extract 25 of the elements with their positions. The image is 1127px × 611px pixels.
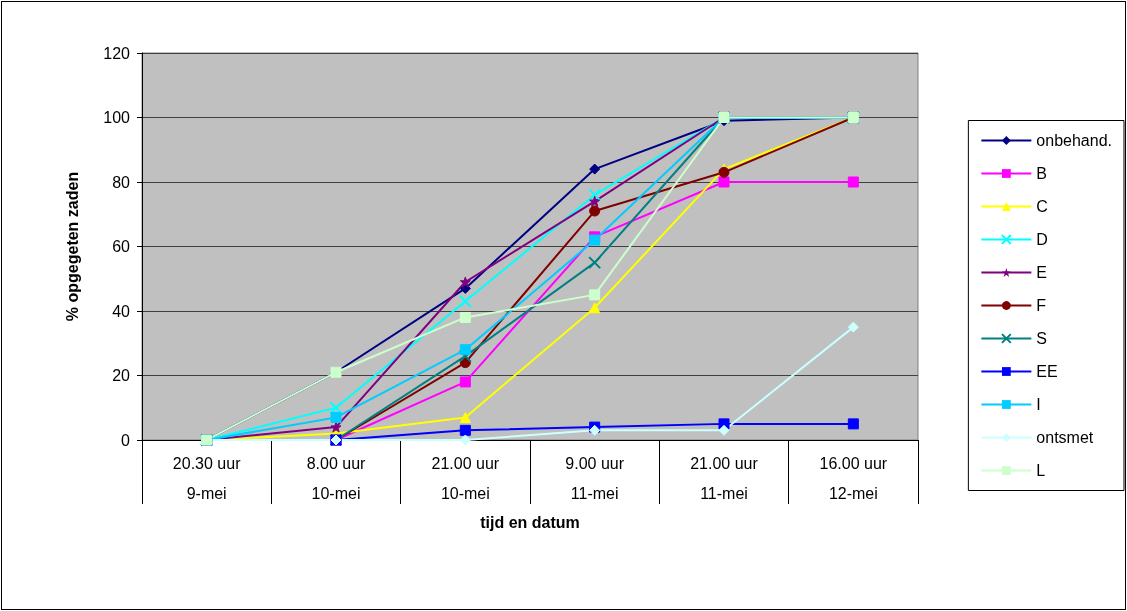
x-tick-label: 16.00 uur 12-mei — [819, 454, 888, 502]
x-tick-label: 20.30 uur 9-mei — [172, 454, 242, 502]
x-axis-title: tijd en datum — [480, 513, 580, 531]
y-tick-label: 60 — [112, 238, 131, 255]
y-tick-label: 80 — [112, 173, 131, 191]
y-tick-label: 0 — [121, 431, 131, 449]
x-tick-label: 21.00 uur 11-mei — [690, 454, 759, 502]
legend-label: D — [1036, 231, 1048, 248]
legend-label: S — [1036, 330, 1048, 347]
legend-label: I — [1036, 396, 1041, 413]
y-tick-label: 120 — [103, 44, 131, 62]
legend-label: F — [1036, 297, 1047, 314]
y-tick-label: 40 — [112, 302, 131, 320]
y-tick-label: 20 — [112, 367, 131, 384]
legend-label: onbehand. — [1036, 132, 1113, 149]
legend-label: E — [1036, 264, 1048, 281]
legend-label: B — [1036, 165, 1048, 182]
y-axis-title: % opgegeten zaden — [63, 171, 81, 322]
x-tick-label: 9.00 uur 11-mei — [565, 454, 625, 502]
legend-label: EE — [1036, 363, 1058, 380]
legend-label: L — [1036, 462, 1046, 479]
y-tick-label: 100 — [103, 109, 131, 126]
legend-label: ontsmet — [1036, 429, 1094, 446]
x-tick-label: 8.00 uur 10-mei — [306, 454, 367, 502]
legend-label: C — [1036, 198, 1048, 215]
